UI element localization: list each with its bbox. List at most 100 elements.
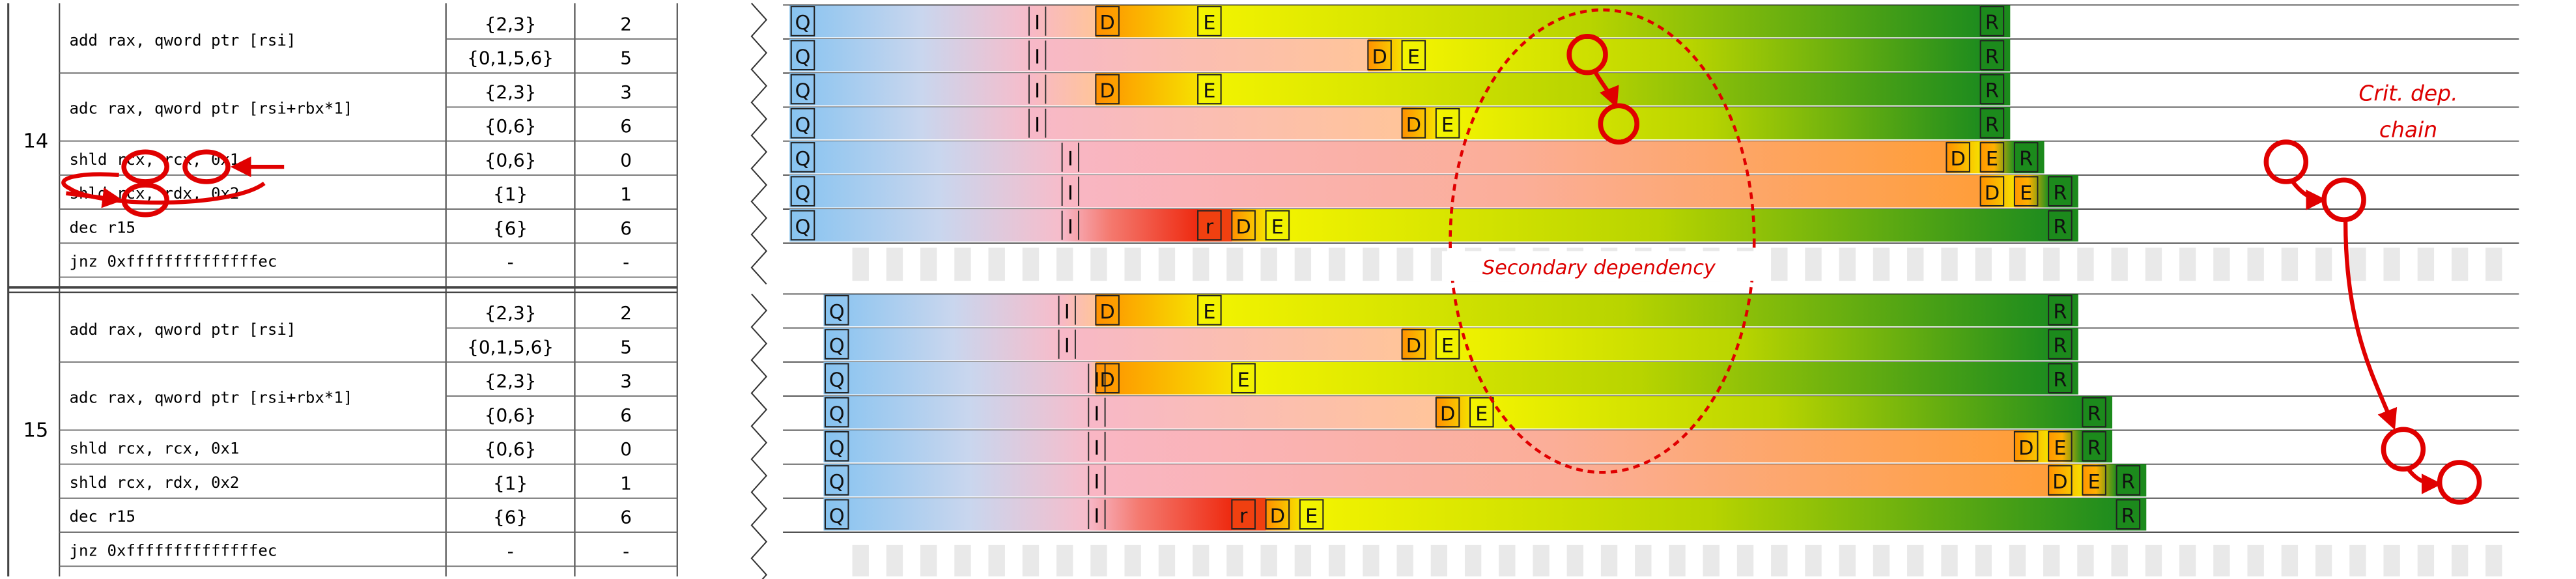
queue-bar bbox=[823, 464, 1089, 497]
cycle-stripe bbox=[1873, 544, 1890, 577]
cycle-stripe bbox=[2009, 247, 2026, 281]
retire-letter: R bbox=[2019, 148, 2033, 171]
cycle-stripe bbox=[1941, 544, 1958, 577]
latency-value: 2 bbox=[620, 302, 632, 324]
retire-bar bbox=[2048, 294, 2078, 327]
dispatch-letter: D bbox=[1099, 301, 1114, 324]
retire-bar bbox=[2116, 498, 2147, 531]
retire-cell bbox=[1979, 107, 2005, 139]
instruction-table: 14 add rax, qword ptr [rsi] {2,3} 2 {0,1,5,6… bbox=[7, 3, 678, 577]
issue-bar bbox=[1088, 396, 1436, 429]
critical-arrow bbox=[2343, 221, 2398, 431]
cycle-stripe bbox=[1941, 247, 1958, 281]
ports-value: {6} bbox=[493, 218, 528, 239]
retire-letter: R bbox=[1985, 114, 1999, 137]
latency-value: 6 bbox=[620, 115, 632, 137]
secondary-dependency-ellipse bbox=[1449, 8, 1756, 474]
issue-bar bbox=[1058, 328, 1402, 361]
dispatch-cell bbox=[2013, 431, 2039, 462]
dispatch-letter: D bbox=[1099, 12, 1114, 35]
instruction-text: adc rax, qword ptr [rsi+rbx*1] bbox=[70, 99, 353, 117]
cycle-stripe bbox=[2247, 544, 2264, 577]
execute-cell bbox=[2048, 431, 2073, 462]
cycle-stripe bbox=[1294, 247, 1312, 281]
issue-letter: I bbox=[1034, 46, 1040, 68]
retire-bar bbox=[1980, 38, 2011, 72]
execute-bar bbox=[1402, 38, 1981, 72]
execute-cell bbox=[1197, 6, 1222, 36]
execute-cell bbox=[1435, 107, 1460, 139]
cycle-stripe bbox=[1703, 544, 1720, 577]
retire-bar bbox=[2048, 209, 2078, 242]
issue-letter: I bbox=[1094, 437, 1099, 460]
queue-letter: Q bbox=[829, 301, 845, 324]
queue-letter: Q bbox=[795, 148, 811, 171]
retire-cell bbox=[2116, 465, 2141, 496]
cycle-stripe bbox=[1533, 544, 1550, 577]
cycle-stripe bbox=[2077, 247, 2094, 281]
ready-bar bbox=[1232, 498, 1266, 531]
latency-value: 6 bbox=[620, 507, 632, 528]
execute-bar bbox=[1198, 5, 1981, 38]
dispatch-letter: D bbox=[1950, 148, 1965, 171]
execute-cell bbox=[2013, 176, 2039, 206]
critical-arrow bbox=[2291, 180, 2327, 210]
instruction-text: add rax, qword ptr [rsi] bbox=[70, 320, 296, 339]
queue-letter: Q bbox=[829, 403, 845, 426]
cycle-stripe bbox=[886, 544, 903, 577]
cycle-stripe bbox=[1158, 247, 1176, 281]
retire-cell bbox=[1979, 40, 2005, 71]
latency-value: 6 bbox=[620, 404, 632, 426]
cycle-stripe bbox=[1566, 544, 1584, 577]
dispatch-bar bbox=[1368, 38, 1402, 72]
execute-cell bbox=[1265, 210, 1290, 241]
queue-bar bbox=[789, 5, 1029, 38]
ports-value: {0,6} bbox=[485, 149, 537, 171]
queue-letter: Q bbox=[829, 471, 845, 494]
cycle-stripe bbox=[1669, 544, 1686, 577]
queue-letter: Q bbox=[829, 437, 845, 460]
ports-value: - bbox=[507, 541, 514, 562]
zigzag-separator bbox=[750, 293, 768, 579]
instruction-text: dec r15 bbox=[70, 218, 135, 236]
queue-bar bbox=[823, 328, 1059, 361]
cycle-stripe bbox=[2213, 247, 2230, 281]
dispatch-bar bbox=[1980, 175, 2015, 208]
issue-letter: I bbox=[1068, 148, 1073, 171]
retire-bar bbox=[1980, 107, 2011, 140]
queue-bar bbox=[823, 361, 1089, 395]
ports-value: {0,6} bbox=[485, 438, 537, 460]
cycle-stripe bbox=[1805, 247, 1822, 281]
retire-letter: R bbox=[2053, 335, 2067, 358]
cycle-stripe bbox=[1124, 544, 1141, 577]
dispatch-cell bbox=[1435, 397, 1460, 428]
retire-bar bbox=[2048, 328, 2078, 361]
cycle-stripe bbox=[2315, 247, 2332, 281]
latency-value: 3 bbox=[620, 371, 632, 392]
issue-letter: I bbox=[1094, 505, 1099, 528]
retire-cell bbox=[2013, 142, 2039, 173]
ports-value: - bbox=[507, 251, 514, 273]
dispatch-cell bbox=[1095, 363, 1120, 394]
retire-cell bbox=[2048, 294, 2073, 326]
queue-letter: Q bbox=[829, 505, 845, 528]
execute-letter: E bbox=[2054, 437, 2066, 460]
execute-letter: E bbox=[1441, 335, 1454, 358]
ready-letter: r bbox=[1239, 505, 1248, 528]
cycle-stripe bbox=[1328, 544, 1346, 577]
dispatch-letter: D bbox=[1440, 403, 1455, 426]
latency-value: 2 bbox=[620, 13, 632, 35]
retire-letter: R bbox=[1985, 46, 1999, 68]
cycle-stripe bbox=[2247, 247, 2264, 281]
queue-letter: Q bbox=[795, 216, 811, 239]
issue-bar bbox=[1088, 361, 1096, 395]
queue-letter: Q bbox=[795, 114, 811, 137]
retire-bar bbox=[1980, 5, 2011, 38]
cycle-stripe bbox=[2417, 247, 2435, 281]
cycle-stripe bbox=[2281, 544, 2299, 577]
